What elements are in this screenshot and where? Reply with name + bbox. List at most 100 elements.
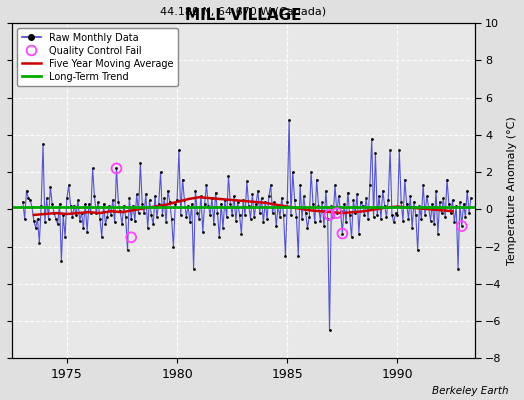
Point bbox=[342, 219, 350, 226]
Point bbox=[52, 216, 60, 222]
Point bbox=[281, 253, 290, 259]
Point bbox=[101, 221, 110, 228]
Point bbox=[336, 208, 345, 214]
Point bbox=[178, 176, 187, 183]
Point bbox=[162, 219, 170, 226]
Point bbox=[276, 214, 284, 220]
Point bbox=[83, 228, 91, 235]
Point bbox=[443, 176, 451, 183]
Point bbox=[263, 216, 271, 222]
Point bbox=[243, 178, 251, 185]
Text: 44.180 N, 64.670 W (Canada): 44.180 N, 64.670 W (Canada) bbox=[160, 6, 326, 16]
Point bbox=[285, 117, 293, 123]
Point bbox=[252, 200, 260, 207]
Point bbox=[397, 199, 406, 205]
Point bbox=[81, 200, 90, 207]
Point bbox=[134, 210, 143, 216]
Point bbox=[127, 234, 135, 240]
Point bbox=[138, 200, 146, 207]
Point bbox=[196, 193, 205, 200]
Point bbox=[42, 195, 51, 201]
Point bbox=[421, 212, 429, 218]
Point bbox=[298, 216, 306, 222]
Point bbox=[384, 197, 392, 203]
Point bbox=[278, 195, 286, 201]
Point bbox=[116, 208, 124, 214]
Point bbox=[50, 210, 58, 216]
Point bbox=[254, 188, 262, 194]
Point bbox=[130, 217, 139, 224]
Point bbox=[123, 247, 132, 254]
Point bbox=[274, 202, 282, 209]
Point bbox=[246, 216, 255, 222]
Point bbox=[237, 230, 246, 237]
Point bbox=[406, 193, 414, 200]
Point bbox=[279, 212, 288, 218]
Point bbox=[461, 214, 470, 220]
Point bbox=[118, 221, 126, 228]
Point bbox=[223, 214, 231, 220]
Point bbox=[64, 182, 73, 188]
Point bbox=[145, 197, 154, 203]
Point bbox=[151, 193, 159, 200]
Point bbox=[23, 188, 31, 194]
Point bbox=[250, 214, 258, 220]
Point bbox=[107, 212, 115, 218]
Point bbox=[265, 193, 273, 200]
Point bbox=[331, 182, 339, 188]
Point bbox=[259, 219, 268, 226]
Point bbox=[213, 210, 222, 216]
Point bbox=[358, 202, 367, 209]
Point bbox=[382, 214, 390, 220]
Point bbox=[430, 221, 439, 228]
Point bbox=[345, 212, 354, 218]
Point bbox=[386, 146, 394, 153]
Point bbox=[380, 202, 389, 209]
Point bbox=[362, 195, 370, 201]
Point bbox=[389, 219, 398, 226]
Point bbox=[301, 210, 310, 216]
Point bbox=[94, 199, 102, 205]
Point bbox=[86, 210, 95, 216]
Point bbox=[333, 210, 341, 216]
Point bbox=[31, 225, 40, 231]
Point bbox=[318, 199, 326, 205]
Point bbox=[338, 230, 346, 237]
Point bbox=[156, 169, 165, 175]
Point bbox=[103, 214, 112, 220]
Point bbox=[232, 217, 240, 224]
Point bbox=[349, 197, 357, 203]
Point bbox=[388, 212, 396, 218]
Point bbox=[141, 191, 150, 198]
Point bbox=[438, 210, 446, 216]
Point bbox=[199, 228, 207, 235]
Point bbox=[452, 202, 461, 209]
Point bbox=[195, 216, 203, 222]
Point bbox=[283, 199, 291, 205]
Point bbox=[353, 191, 361, 198]
Point bbox=[325, 212, 334, 218]
Point bbox=[191, 188, 200, 194]
Point bbox=[100, 200, 108, 207]
Point bbox=[261, 199, 269, 205]
Point bbox=[312, 176, 321, 183]
Point bbox=[450, 219, 458, 226]
Point bbox=[204, 202, 213, 209]
Point bbox=[320, 223, 328, 229]
Point bbox=[160, 195, 168, 201]
Point bbox=[45, 216, 53, 222]
Point bbox=[410, 199, 418, 205]
Point bbox=[41, 219, 49, 226]
Point bbox=[338, 230, 346, 237]
Point bbox=[457, 223, 466, 229]
Point bbox=[329, 214, 337, 220]
Point bbox=[119, 202, 128, 209]
Point bbox=[340, 200, 348, 207]
Point bbox=[290, 197, 299, 203]
Point bbox=[34, 216, 42, 222]
Point bbox=[180, 197, 189, 203]
Point bbox=[127, 216, 135, 222]
Point bbox=[35, 240, 43, 246]
Point bbox=[373, 212, 381, 218]
Point bbox=[208, 195, 216, 201]
